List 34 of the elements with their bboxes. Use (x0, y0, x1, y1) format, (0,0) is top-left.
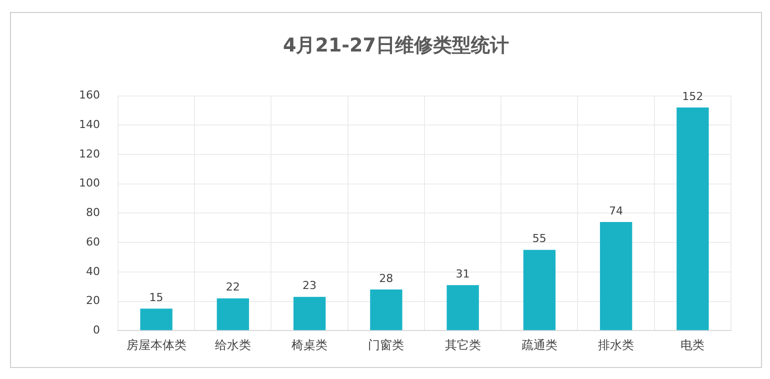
data-label: 15 (149, 290, 164, 304)
y-tick-label: 120 (78, 147, 100, 160)
bar (370, 290, 402, 330)
bar (216, 298, 250, 330)
bar (523, 250, 556, 330)
x-tick-label: 房屋本体类 (126, 338, 186, 352)
x-tick-label: 其它类 (444, 338, 481, 352)
data-label: 23 (302, 279, 317, 292)
bar (140, 308, 172, 330)
data-label: 31 (456, 267, 470, 280)
data-label: 28 (379, 272, 394, 285)
y-tick-label: 0 (92, 323, 100, 336)
x-tick-label: 排水类 (598, 338, 634, 352)
bar (676, 108, 709, 330)
y-tick-label: 60 (86, 235, 100, 248)
chart-title: 4月21-27日维修类型统计 (283, 34, 509, 56)
y-tick-label: 20 (86, 294, 100, 308)
x-tick-label: 电类 (680, 338, 705, 352)
data-label: 74 (609, 204, 624, 218)
bar (293, 296, 326, 330)
data-label: 55 (532, 232, 546, 246)
y-tick-label: 40 (86, 264, 100, 278)
x-tick-label: 椅桌类 (292, 338, 328, 352)
y-tick-label: 100 (78, 176, 100, 190)
y-tick-label: 160 (78, 88, 100, 102)
data-label: 152 (682, 90, 704, 103)
x-tick-label: 门窗类 (368, 338, 404, 352)
y-tick-label: 80 (86, 206, 100, 220)
data-label: 22 (226, 280, 240, 294)
y-tick-label: 140 (78, 118, 100, 132)
x-tick-label: 疏通类 (521, 338, 558, 352)
bar (446, 285, 479, 330)
bar (600, 222, 632, 330)
x-tick-label: 给水类 (214, 338, 251, 352)
